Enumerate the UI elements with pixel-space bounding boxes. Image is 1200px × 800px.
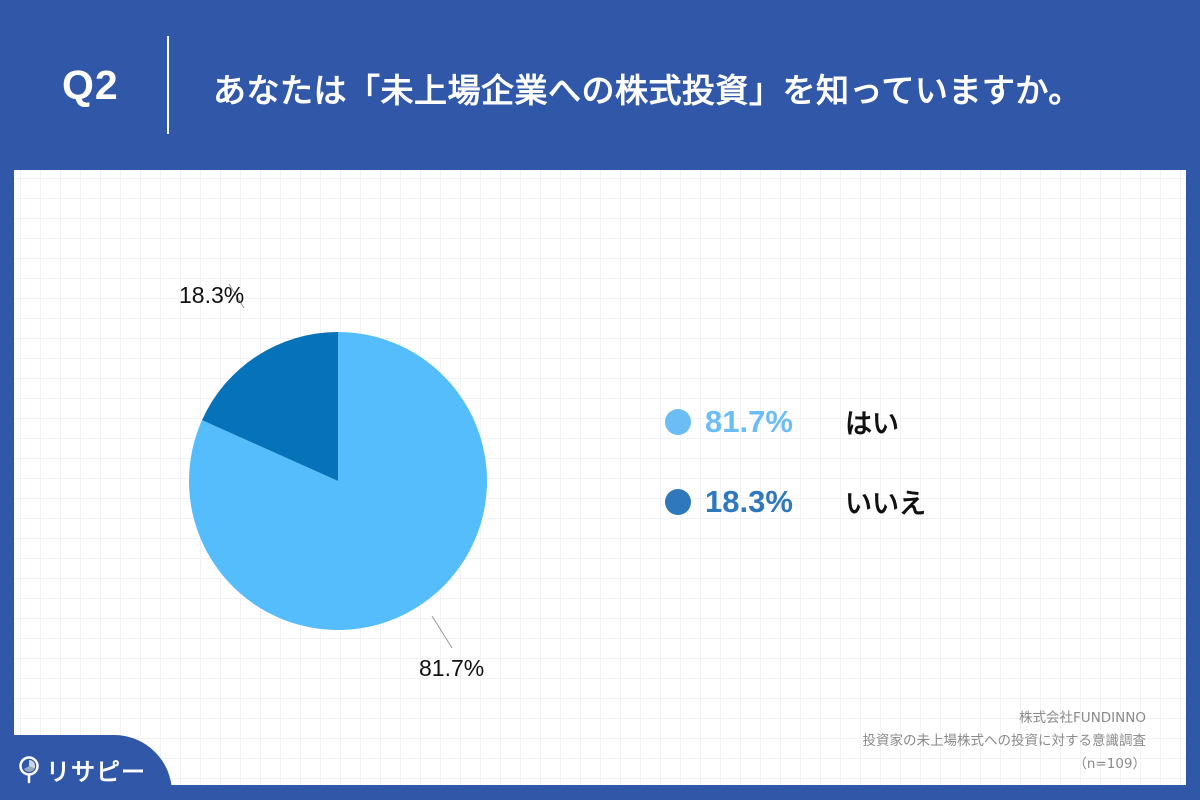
legend-label: はい (845, 409, 899, 440)
pie-label-no: 18.3% (179, 282, 245, 308)
legend-percent: 81.7% (705, 403, 793, 439)
pie-label-yes: 81.7% (419, 655, 485, 681)
source-company: 株式会社FUNDINNO (1019, 710, 1146, 726)
chart-panel: 18.3% 81.7% 81.7% はい 18.3% いいえ 株式会社FUNDI… (14, 170, 1186, 785)
source-note: 株式会社FUNDINNO 投資家の未上場株式への投資に対する意識調査 （n=10… (863, 707, 1147, 776)
legend-item-yes: 81.7% はい (665, 402, 899, 441)
legend-label: いいえ (845, 489, 926, 520)
header-bar: Q2 あなたは「未上場企業への株式投資」を知っていますか。 (0, 0, 1200, 170)
question-number: Q2 (62, 62, 119, 108)
header-divider (167, 36, 169, 134)
leader-line-no (228, 283, 245, 309)
legend-dot-icon (665, 408, 691, 435)
logo-text: リサピー (46, 758, 146, 786)
source-sample-size: （n=109） (1073, 756, 1146, 772)
pie-chart (188, 283, 487, 649)
pin-pie-icon (19, 755, 39, 783)
question-title: あなたは「未上場企業への株式投資」を知っていますか。 (213, 71, 1082, 110)
source-survey: 投資家の未上場株式への投資に対する意識調査 (862, 733, 1147, 749)
pie-slice-no (202, 332, 338, 481)
leader-line-yes (431, 615, 453, 649)
brand-logo: リサピー (18, 752, 146, 787)
legend-item-no: 18.3% いいえ (665, 482, 926, 521)
legend-percent: 18.3% (705, 483, 793, 519)
legend-dot-icon (665, 488, 691, 515)
